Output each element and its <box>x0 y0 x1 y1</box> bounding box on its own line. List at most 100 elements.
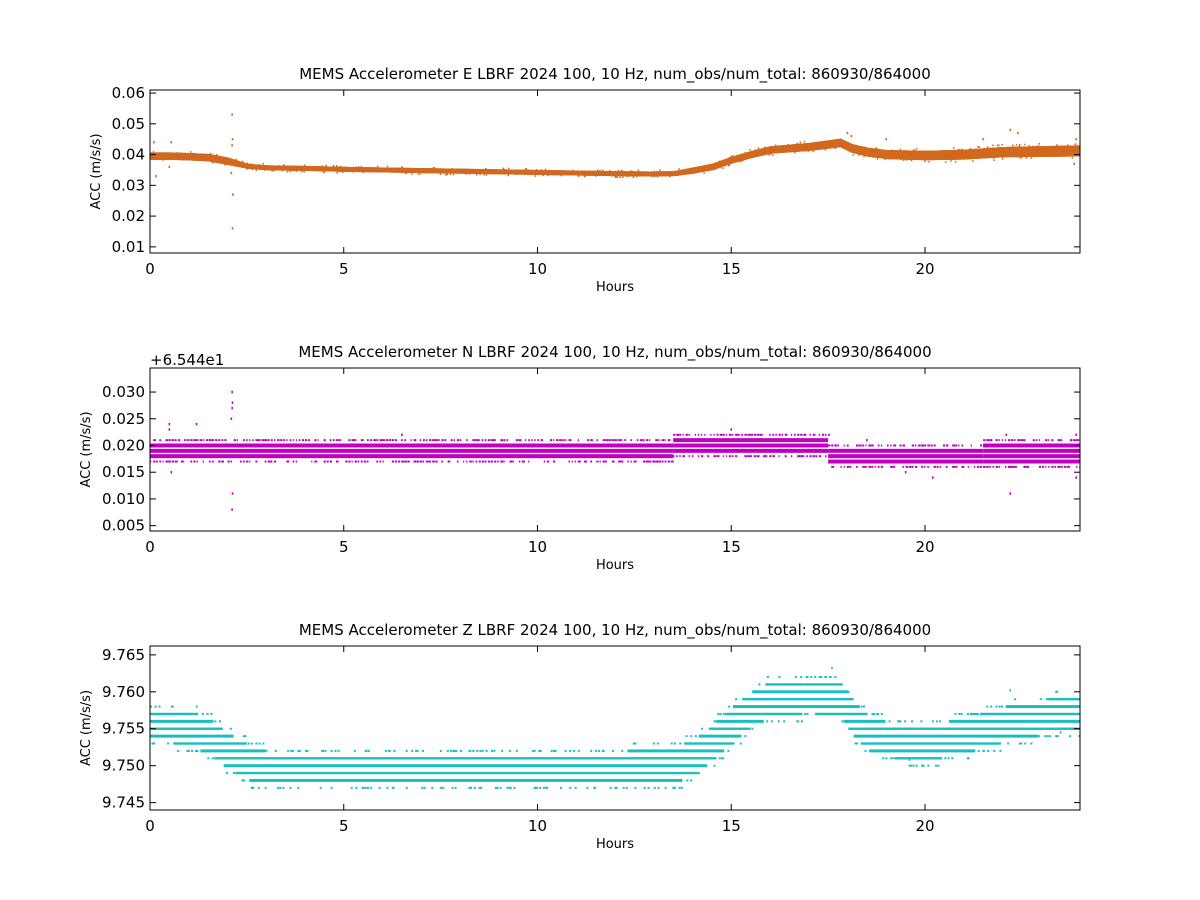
data-point <box>195 705 198 708</box>
data-point <box>255 742 258 745</box>
data-point <box>422 439 425 442</box>
data-stripe <box>742 697 854 701</box>
data-point <box>960 148 963 151</box>
data-point <box>608 170 611 172</box>
data-point <box>877 444 880 447</box>
data-point <box>162 460 164 463</box>
outlier-point <box>401 433 403 437</box>
data-point <box>800 455 804 458</box>
outlier-point <box>1009 492 1012 495</box>
data-point <box>828 433 830 436</box>
data-point <box>658 439 660 442</box>
data-point <box>384 749 387 752</box>
data-point <box>423 786 426 789</box>
data-point <box>998 439 1000 442</box>
data-point <box>955 465 958 468</box>
data-point <box>531 439 533 442</box>
data-point <box>649 439 651 442</box>
data-point <box>452 173 455 176</box>
data-point <box>289 786 292 789</box>
data-point <box>391 460 395 463</box>
data-point <box>875 147 878 150</box>
data-point <box>661 439 665 442</box>
data-point <box>921 764 924 767</box>
data-point <box>651 175 653 178</box>
data-stripe <box>828 459 984 464</box>
y-tick-label: 0.03 <box>112 176 145 194</box>
data-point <box>568 460 570 463</box>
data-point <box>950 160 952 162</box>
y-tick-label: 9.755 <box>102 720 145 738</box>
data-point <box>969 147 972 150</box>
axes-frame <box>149 645 1081 811</box>
data-point <box>977 146 979 148</box>
data-point <box>264 786 267 789</box>
data-point <box>187 749 190 752</box>
data-point <box>673 455 675 458</box>
data-point <box>812 433 816 436</box>
data-stripe <box>673 443 829 448</box>
data-point <box>999 749 1002 752</box>
data-point <box>156 460 158 463</box>
data-point <box>983 439 986 442</box>
data-point <box>550 749 553 752</box>
data-point <box>297 786 300 789</box>
data-point <box>559 439 562 442</box>
data-point <box>888 720 891 723</box>
data-point <box>258 439 261 442</box>
data-point <box>880 444 883 447</box>
data-point <box>784 455 787 458</box>
data-point <box>1046 735 1049 738</box>
data-point <box>205 439 209 442</box>
data-point <box>618 439 621 442</box>
data-point <box>986 465 989 468</box>
data-point <box>553 749 555 752</box>
data-point <box>719 712 722 715</box>
data-stripe <box>983 459 1080 464</box>
data-point <box>252 439 254 442</box>
data-point <box>902 159 905 161</box>
data-stripe <box>150 734 234 738</box>
data-point <box>466 439 468 442</box>
data-point <box>731 742 734 745</box>
data-point <box>214 720 217 723</box>
data-point <box>1057 465 1061 468</box>
data-point <box>664 460 667 463</box>
data-point <box>849 465 852 468</box>
outlier-point <box>231 113 233 116</box>
data-point <box>246 439 248 442</box>
data-stripe <box>1049 697 1080 701</box>
data-point <box>602 439 606 442</box>
data-point <box>340 165 342 168</box>
data-point <box>475 174 478 176</box>
data-point <box>554 749 557 752</box>
outlier-point <box>231 227 234 230</box>
data-point <box>542 786 545 789</box>
data-point <box>1045 465 1047 468</box>
data-point <box>150 460 152 463</box>
data-point <box>615 176 617 178</box>
y-tick-label: 9.750 <box>102 757 145 775</box>
data-stripe <box>223 764 708 768</box>
data-point <box>868 444 872 447</box>
x-tick-label: 5 <box>339 538 349 556</box>
data-point <box>852 154 855 156</box>
data-point <box>329 460 333 463</box>
data-point <box>540 439 544 442</box>
data-point <box>379 439 383 442</box>
data-point <box>212 439 215 442</box>
data-point <box>212 460 214 463</box>
data-point <box>890 757 893 760</box>
data-point <box>825 455 827 458</box>
data-point <box>405 786 408 789</box>
data-point <box>735 433 739 436</box>
data-point <box>989 439 993 442</box>
data-point <box>274 439 276 442</box>
data-stripe <box>200 749 266 753</box>
data-point <box>647 786 650 789</box>
data-point <box>167 742 170 745</box>
data-point <box>362 786 365 789</box>
data-point <box>824 149 827 151</box>
data-point <box>534 439 536 442</box>
data-point <box>447 460 451 463</box>
